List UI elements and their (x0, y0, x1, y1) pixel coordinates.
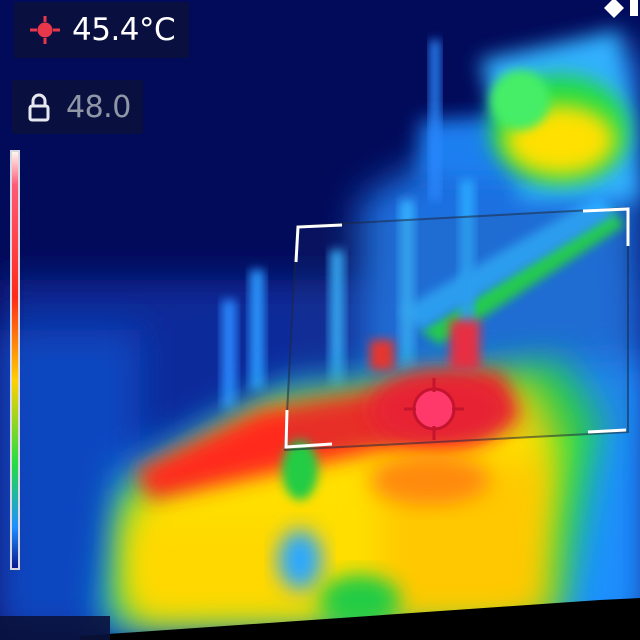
color-scale-bar (10, 150, 20, 570)
crosshair-spot-icon (28, 15, 62, 45)
lock-icon (26, 92, 52, 122)
measurement-area-corners (284, 207, 630, 449)
spot-temperature-readout: 45.4°C (14, 2, 190, 58)
spot-marker[interactable] (404, 378, 464, 440)
spot-temperature-value: 45.4°C (72, 12, 176, 48)
bottom-tab[interactable] (0, 616, 110, 640)
measurement-area[interactable] (283, 206, 629, 452)
diamond-icon[interactable] (602, 0, 638, 22)
locked-scale-value: 48.0 (66, 89, 131, 125)
locked-scale-readout: 48.0 (12, 80, 143, 134)
